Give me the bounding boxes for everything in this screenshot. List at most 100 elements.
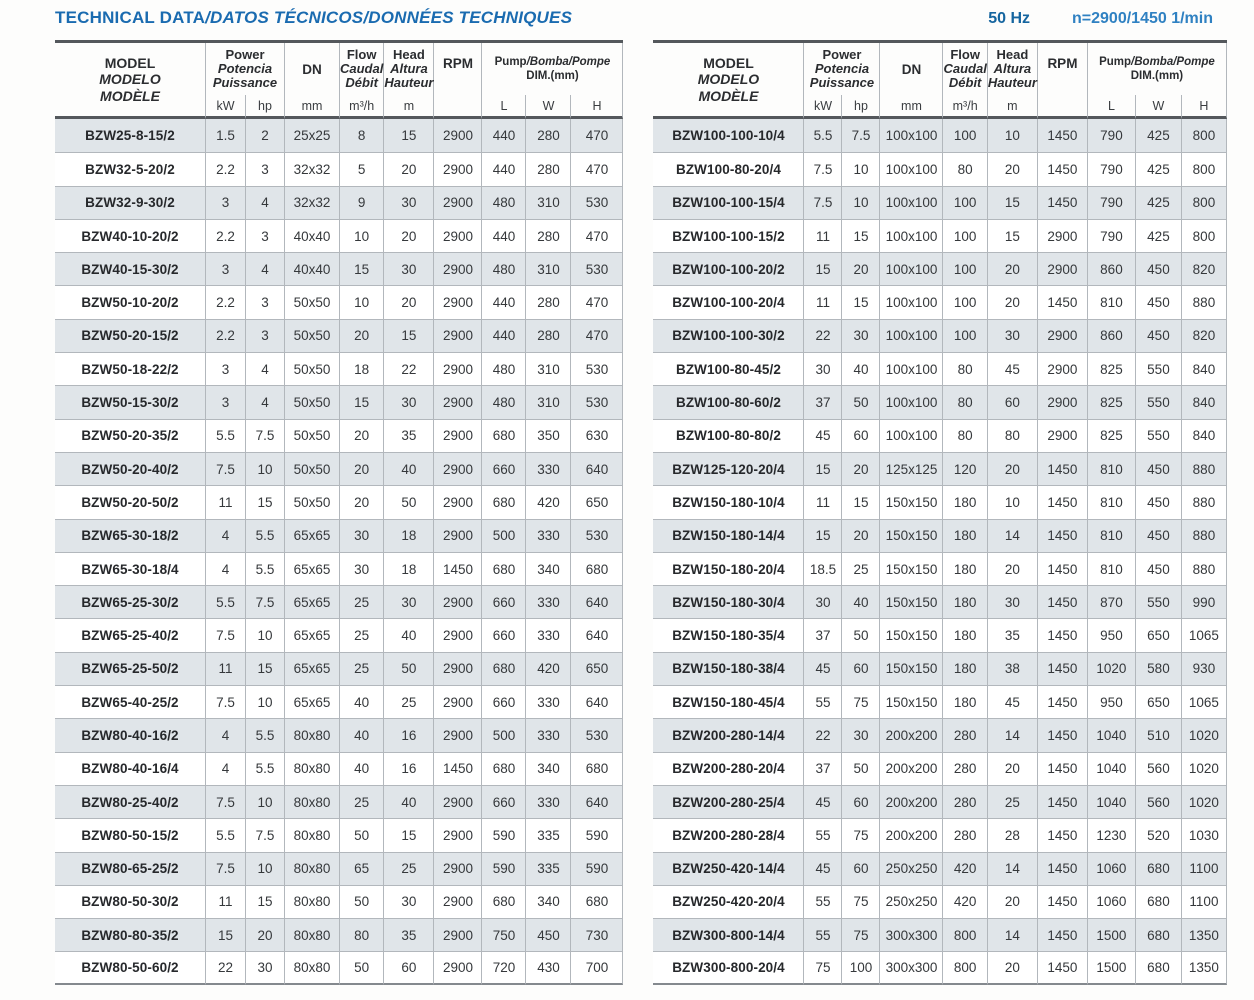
cell-head: 35: [986, 618, 1037, 652]
table-row: BZW80-40-16/2 4 5.5 80x80 40 16 2900 500 330 530: [55, 718, 624, 752]
cell-dim-w: 550: [1134, 385, 1181, 419]
cell-head: 30: [383, 585, 434, 619]
cell-head: 15: [986, 185, 1037, 219]
cell-head: 20: [986, 152, 1037, 186]
cell-model: BZW100-100-15/2: [653, 218, 804, 253]
cell-flow: 420: [942, 884, 987, 919]
cell-model: BZW50-15-30/2: [55, 385, 205, 419]
cell-dim-h: 640: [570, 451, 624, 486]
cell-hp: 2: [245, 119, 284, 153]
cell-rpm: 2900: [1036, 352, 1087, 386]
cell-flow: 15: [339, 252, 384, 286]
cell-kw: 22: [803, 718, 842, 752]
table-row: BZW300-800-14/4 55 75 300x300 800 14 1450 1500 6…: [653, 918, 1227, 952]
cell-flow: 15: [339, 385, 384, 419]
cell-dim-l: 950: [1086, 685, 1135, 719]
cell-dim-w: 650: [1134, 618, 1181, 652]
cell-model: BZW32-9-30/2: [55, 185, 205, 219]
cell-dn: 100x100: [879, 285, 943, 319]
cell-dn: 125x125: [879, 451, 943, 486]
unit-dim-h: H: [570, 95, 624, 119]
unit-head: m: [383, 95, 434, 119]
column-header-dn: DN: [879, 43, 943, 95]
table-row: BZW100-80-45/2 30 40 100x100 80 45 2900 825 550 8…: [653, 352, 1227, 386]
header-model-es: MODELO: [99, 71, 161, 88]
cell-model: BZW150-180-10/4: [653, 485, 804, 519]
cell-dn: 80x80: [284, 718, 339, 752]
cell-hp: 5.5: [245, 718, 284, 752]
cell-dn: 65x65: [284, 618, 339, 652]
table-row: BZW50-20-50/2 11 15 50x50 20 50 2900 680 420 650: [55, 485, 624, 519]
cell-model: BZW250-420-14/4: [653, 851, 804, 885]
cell-hp: 75: [841, 818, 880, 852]
cell-head: 14: [986, 851, 1037, 885]
cell-dim-h: 470: [570, 218, 624, 253]
cell-rpm: 1450: [1036, 951, 1087, 985]
cell-kw: 45: [803, 418, 842, 452]
cell-rpm: 2900: [433, 818, 482, 852]
cell-model: BZW50-20-15/2: [55, 318, 205, 353]
cell-kw: 37: [803, 751, 842, 785]
cell-kw: 15: [803, 518, 842, 552]
table-row: BZW150-180-10/4 11 15 150x150 180 10 1450 810 45…: [653, 485, 1227, 519]
cell-dim-w: 310: [525, 252, 571, 286]
cell-rpm: 1450: [1036, 585, 1087, 619]
cell-hp: 7.5: [245, 418, 284, 452]
cell-dim-w: 450: [1134, 451, 1181, 486]
column-header-flow: Flow Caudal Débit: [339, 43, 384, 95]
unit-dim-w: W: [1134, 95, 1181, 119]
cell-hp: 4: [245, 352, 284, 386]
column-header-head: Head Altura Hauteur: [986, 43, 1037, 95]
cell-flow: 18: [339, 352, 384, 386]
cell-kw: 5.5: [205, 585, 245, 619]
cell-dn: 32x32: [284, 185, 339, 219]
cell-flow: 280: [942, 718, 987, 752]
table-row: BZW50-20-35/2 5.5 7.5 50x50 20 35 2900 680 350 63…: [55, 418, 624, 452]
cell-hp: 75: [841, 884, 880, 919]
cell-head: 20: [986, 751, 1037, 785]
cell-flow: 30: [339, 551, 384, 586]
cell-flow: 40: [339, 751, 384, 785]
cell-flow: 25: [339, 784, 384, 819]
cell-dn: 200x200: [879, 818, 943, 852]
cell-dim-h: 930: [1180, 651, 1227, 686]
cell-head: 30: [383, 385, 434, 419]
cell-dim-h: 880: [1180, 285, 1227, 319]
header-flow-fr: Débit: [948, 75, 982, 90]
cell-dn: 80x80: [284, 784, 339, 819]
cell-kw: 2.2: [205, 152, 245, 186]
cell-dim-w: 330: [525, 784, 571, 819]
cell-dn: 100x100: [879, 418, 943, 452]
cell-dim-l: 680: [481, 418, 526, 452]
cell-head: 20: [986, 252, 1037, 286]
cell-head: 14: [986, 518, 1037, 552]
cell-dim-w: 310: [525, 185, 571, 219]
cell-dim-w: 280: [525, 152, 571, 186]
cell-rpm: 2900: [433, 252, 482, 286]
cell-model: BZW80-50-60/2: [55, 951, 205, 985]
header-flow-en: Flow: [950, 47, 980, 62]
cell-model: BZW65-30-18/4: [55, 551, 205, 586]
cell-dim-w: 550: [1134, 418, 1181, 452]
header-pump-translations: /Bomba/Pompe: [526, 56, 611, 68]
column-header-rpm: RPM: [433, 43, 482, 119]
cell-dim-w: 330: [525, 585, 571, 619]
cell-model: BZW80-40-16/2: [55, 718, 205, 752]
cell-kw: 7.5: [803, 152, 842, 186]
cell-rpm: 2900: [433, 784, 482, 819]
cell-dn: 80x80: [284, 818, 339, 852]
cell-dn: 100x100: [879, 385, 943, 419]
cell-head: 45: [986, 685, 1037, 719]
cell-hp: 30: [841, 318, 880, 353]
header-flow-fr: Débit: [345, 75, 378, 90]
cell-rpm: 2900: [433, 152, 482, 186]
cell-kw: 7.5: [205, 685, 245, 719]
cell-rpm: 1450: [1036, 185, 1087, 219]
cell-dim-h: 880: [1180, 518, 1227, 552]
cell-head: 18: [383, 518, 434, 552]
cell-model: BZW80-50-30/2: [55, 884, 205, 919]
cell-dim-l: 790: [1086, 119, 1135, 153]
cell-model: BZW150-180-38/4: [653, 651, 804, 686]
table-header: MODEL MODELO MODÈLE Power Potencia Puiss…: [653, 43, 1227, 119]
cell-dim-h: 1350: [1180, 918, 1227, 952]
